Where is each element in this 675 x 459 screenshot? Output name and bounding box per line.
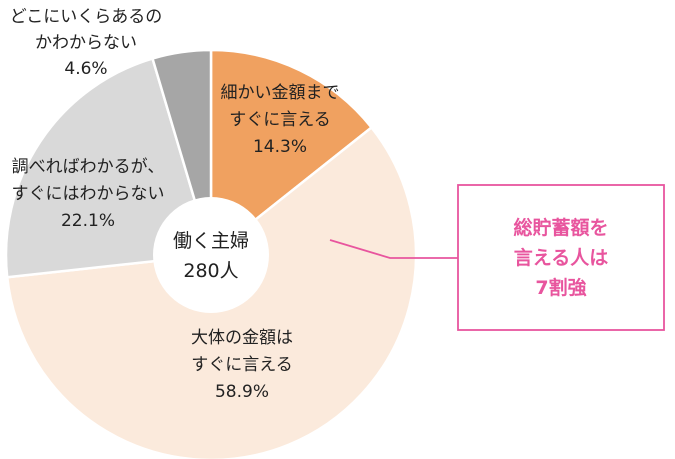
slice-label-3-line-2: すぐにはわからない: [12, 184, 165, 204]
callout-line-3: 7割強: [535, 276, 586, 299]
slice-label-1-line-2: すぐに言える: [229, 110, 331, 130]
callout-box: [457, 184, 665, 331]
slice-label-2-line-2: すぐに言える: [191, 355, 293, 375]
slice-label-4-line-1: どこにいくらあるの: [10, 7, 163, 27]
callout-line-1: 総貯蓄額を: [513, 216, 608, 239]
pie-slice-3: [4, 56, 213, 279]
slice-label-1-line-1: 細かい金額まで: [221, 83, 340, 103]
center-label-line-1: 働く主婦: [173, 230, 249, 252]
slice-value-label-3: 22.1%: [61, 211, 115, 231]
center-label-line-2: 280人: [183, 260, 238, 282]
slice-value-label-1: 14.3%: [253, 137, 307, 157]
slice-label-4-line-2: かわからない: [35, 33, 137, 53]
donut-hole: [153, 197, 269, 313]
callout-line-2: 言える人は: [514, 246, 608, 269]
callout-connector: [329, 239, 458, 259]
slice-value-label-2: 58.9%: [215, 382, 269, 402]
slice-label-3-line-1: 調べればわかるが、: [12, 157, 165, 177]
pie-slice-1: [209, 48, 374, 258]
slice-label-2-line-1: 大体の金額は: [191, 328, 293, 348]
slice-value-label-4: 4.6%: [64, 59, 107, 79]
